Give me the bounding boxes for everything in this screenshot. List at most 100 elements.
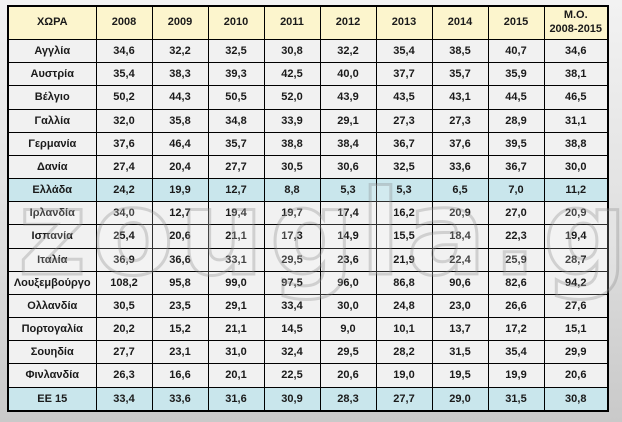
table-row: Γαλλία 32,0 35,8 34,8 33,9 29,1 27,3 27,3 28,9 31… (7, 108, 609, 133)
value-cell: 35,7 (431, 62, 489, 87)
value-cell: 30,0 (543, 154, 609, 180)
value-cell: 30,5 (95, 293, 153, 319)
value-cell: 32,0 (95, 108, 153, 133)
value-cell: 52,0 (263, 85, 321, 110)
value-cell: 38,8 (543, 131, 609, 156)
value-cell: 29,1 (207, 293, 265, 319)
value-cell: 35,4 (487, 340, 545, 365)
value-cell: 30,5 (263, 154, 321, 180)
value-cell: 23,5 (151, 293, 209, 319)
value-cell: 15,2 (151, 317, 209, 342)
value-cell: 30,6 (319, 154, 377, 180)
value-cell: 33,4 (263, 293, 321, 319)
value-cell: 23,0 (431, 293, 489, 319)
country-cell: Ιρλανδία (7, 201, 97, 226)
value-cell: 14,9 (319, 224, 377, 249)
value-cell: 37,6 (431, 131, 489, 156)
value-cell: 7,0 (487, 178, 545, 203)
table-row: Ολλανδία 30,5 23,5 29,1 33,4 30,0 24,8 23,0 26,6… (7, 293, 609, 319)
table-row: Πορτογαλία 20,2 15,2 21,1 14,5 9,0 10,1 13,7 17,… (7, 317, 609, 342)
value-cell: 15,5 (375, 224, 433, 249)
country-cell: Σουηδία (7, 340, 97, 365)
value-cell: 34,0 (95, 201, 153, 226)
value-cell: 38,4 (319, 131, 377, 156)
value-cell: 96,0 (319, 270, 377, 295)
value-cell: 12,7 (207, 178, 265, 203)
value-cell: 50,5 (207, 85, 265, 110)
table-row: Ιταλία 36,9 36,6 33,1 29,5 23,6 21,9 22,4 25,9 28… (7, 247, 609, 272)
value-cell: 38,3 (151, 62, 209, 87)
value-cell: 20,9 (543, 201, 609, 226)
value-cell: 90,6 (431, 270, 489, 295)
value-cell: 43,5 (375, 85, 433, 110)
value-cell: 30,0 (319, 293, 377, 319)
value-cell: 36,7 (375, 131, 433, 156)
value-cell: 32,5 (207, 38, 265, 64)
value-cell: 11,2 (543, 178, 609, 203)
value-cell: 24,2 (95, 178, 153, 203)
value-cell: 35,4 (95, 62, 153, 87)
value-cell: 28,2 (375, 340, 433, 365)
table-row: Αγγλία 34,6 32,2 32,5 30,8 32,2 35,4 38,5 40,7 34… (7, 38, 609, 64)
table-row: Λουξεμβούργο 108,2 95,8 99,0 97,5 96,0 86,8 90,… (7, 270, 609, 295)
value-cell: 31,5 (487, 386, 545, 412)
value-cell: 35,8 (151, 108, 209, 133)
value-cell: 20,6 (151, 224, 209, 249)
column-header-country: ΧΩΡΑ (7, 5, 97, 40)
value-cell: 34,6 (543, 38, 609, 64)
value-cell: 20,2 (95, 317, 153, 342)
country-cell: Ελλάδα (7, 178, 97, 203)
value-cell: 34,8 (207, 108, 265, 133)
column-header: 2008 (95, 5, 153, 40)
country-cell: Ολλανδία (7, 293, 97, 319)
value-cell: 29,5 (319, 340, 377, 365)
value-cell: 29,5 (263, 247, 321, 272)
column-header: 2014 (431, 5, 489, 40)
value-cell: 18,4 (431, 224, 489, 249)
value-cell: 33,1 (207, 247, 265, 272)
value-cell: 17,3 (263, 224, 321, 249)
value-cell: 44,5 (487, 85, 545, 110)
value-cell: 43,9 (319, 85, 377, 110)
table-row: Ισπανία 25,4 20,6 21,1 17,3 14,9 15,5 18,4 22,3 1… (7, 224, 609, 249)
value-cell: 36,7 (487, 154, 545, 180)
value-cell: 19,9 (487, 363, 545, 388)
country-cell: Λουξεμβούργο (7, 270, 97, 295)
value-cell: 95,8 (151, 270, 209, 295)
country-cell: Αυστρία (7, 62, 97, 87)
table-body: Αγγλία 34,6 32,2 32,5 30,8 32,2 35,4 38,5 40,7 34… (7, 38, 609, 412)
value-cell: 27,7 (375, 386, 433, 412)
value-cell: 43,1 (431, 85, 489, 110)
value-cell: 46,5 (543, 85, 609, 110)
value-cell: 10,1 (375, 317, 433, 342)
value-cell: 25,9 (487, 247, 545, 272)
value-cell: 27,0 (487, 201, 545, 226)
value-cell: 19,7 (263, 201, 321, 226)
column-header: 2012 (319, 5, 377, 40)
value-cell: 39,5 (487, 131, 545, 156)
country-cell: Ιταλία (7, 247, 97, 272)
table-row: ΕΕ 15 33,4 33,6 31,6 30,9 28,3 27,7 29,0 31,5 30,… (7, 386, 609, 412)
value-cell: 33,9 (263, 108, 321, 133)
value-cell: 16,2 (375, 201, 433, 226)
value-cell: 16,6 (151, 363, 209, 388)
value-cell: 12,7 (151, 201, 209, 226)
value-cell: 29,9 (543, 340, 609, 365)
value-cell: 30,8 (263, 38, 321, 64)
value-cell: 28,9 (487, 108, 545, 133)
country-cell: Γαλλία (7, 108, 97, 133)
value-cell: 32,5 (375, 154, 433, 180)
value-cell: 8,8 (263, 178, 321, 203)
value-cell: 97,5 (263, 270, 321, 295)
value-cell: 30,9 (263, 386, 321, 412)
value-cell: 29,1 (319, 108, 377, 133)
value-cell: 23,1 (151, 340, 209, 365)
value-cell: 22,4 (431, 247, 489, 272)
country-cell: Ισπανία (7, 224, 97, 249)
value-cell: 99,0 (207, 270, 265, 295)
value-cell: 27,7 (207, 154, 265, 180)
value-cell: 20,6 (319, 363, 377, 388)
value-cell: 36,9 (95, 247, 153, 272)
value-cell: 24,8 (375, 293, 433, 319)
value-cell: 32,2 (151, 38, 209, 64)
